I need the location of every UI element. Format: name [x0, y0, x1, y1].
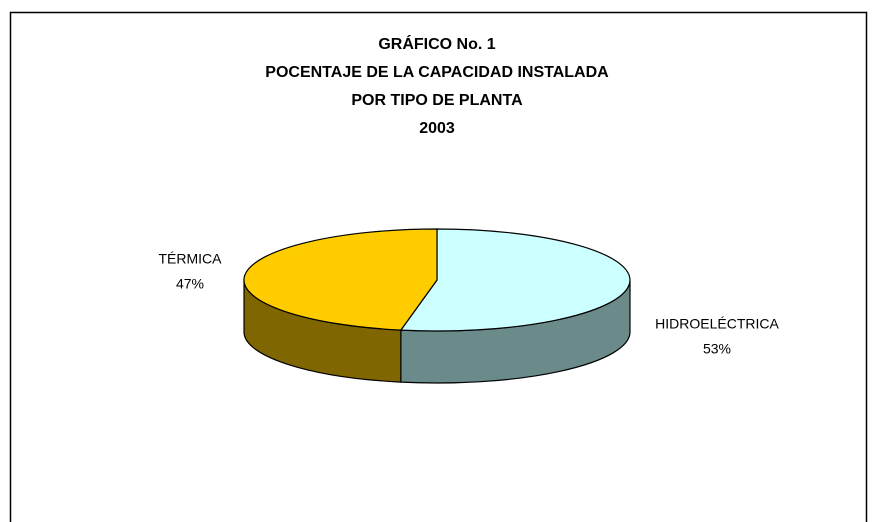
- chart-title: POCENTAJE DE LA CAPACIDAD INSTALADA: [265, 64, 609, 81]
- chart-title: POR TIPO DE PLANTA: [351, 92, 523, 109]
- pie-slice: [399, 228, 631, 332]
- data-label: 47%: [176, 276, 204, 292]
- chart-border: [9, 11, 868, 522]
- pie-slice: [243, 228, 438, 331]
- chart-title: 2003: [419, 120, 455, 137]
- chart-title: GRÁFICO No. 1: [378, 34, 495, 53]
- data-label: 53%: [703, 341, 731, 357]
- data-label: TÉRMICA: [159, 251, 223, 267]
- data-label: HIDROELÉCTRICA: [655, 316, 779, 332]
